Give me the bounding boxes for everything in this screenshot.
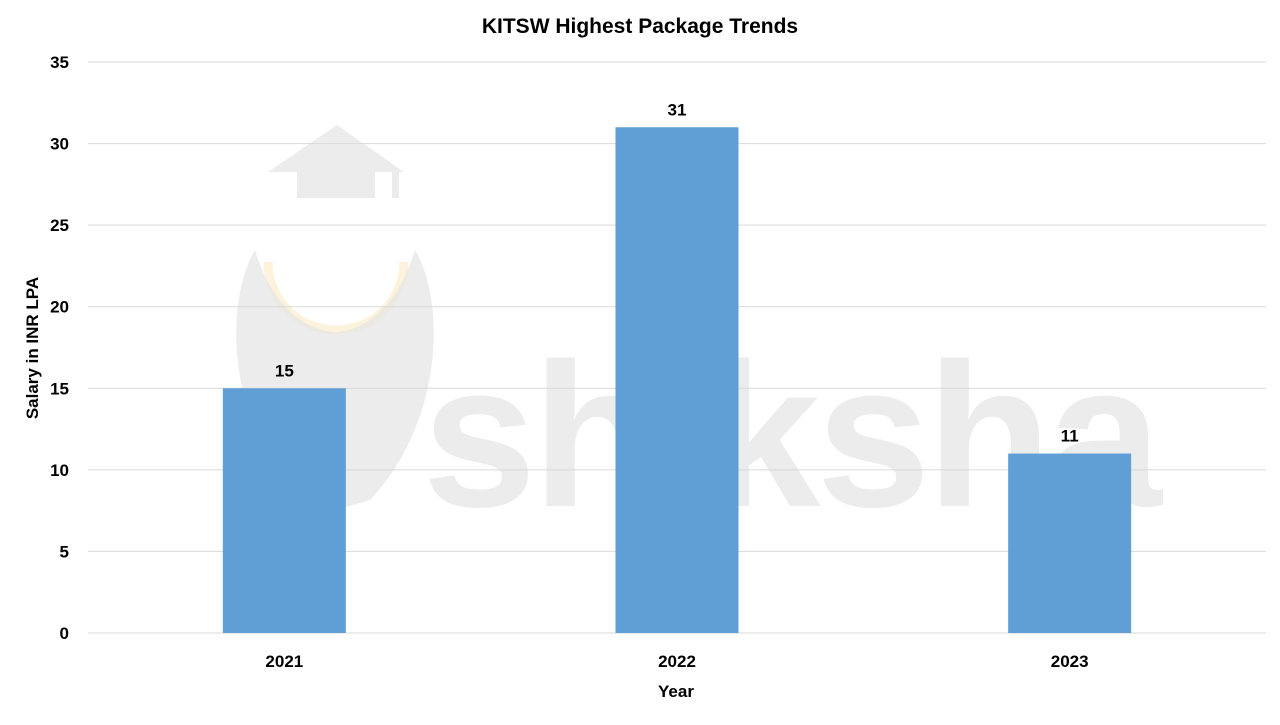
y-tick-label: 15 [50, 379, 69, 398]
y-axis-title: Salary in INR LPA [23, 277, 42, 419]
y-tick-label: 5 [60, 542, 69, 561]
x-tick-label-2023: 2023 [1051, 652, 1089, 671]
y-tick-label: 10 [50, 461, 69, 480]
bars [222, 127, 1132, 633]
bar-2022 [615, 127, 739, 633]
x-axis-ticks: 2021 2022 2023 [265, 652, 1088, 671]
y-tick-label: 25 [50, 216, 69, 235]
bar-2023 [1008, 453, 1132, 633]
chart-title: KITSW Highest Package Trends [482, 15, 798, 38]
data-label-2022: 31 [668, 100, 687, 119]
data-label-2021: 15 [275, 361, 294, 380]
y-tick-label: 30 [50, 135, 69, 154]
y-tick-label: 35 [50, 53, 69, 72]
data-labels: 15 31 11 [275, 100, 1079, 445]
x-axis-title: Year [658, 682, 694, 701]
y-tick-label: 0 [60, 624, 69, 643]
data-label-2023: 11 [1061, 427, 1079, 446]
x-tick-label-2021: 2021 [265, 652, 303, 671]
x-tick-label-2022: 2022 [658, 652, 696, 671]
bar-2021 [222, 388, 346, 633]
y-axis-ticks: 0 5 10 15 20 25 30 35 [50, 53, 69, 643]
y-tick-label: 20 [50, 298, 69, 317]
